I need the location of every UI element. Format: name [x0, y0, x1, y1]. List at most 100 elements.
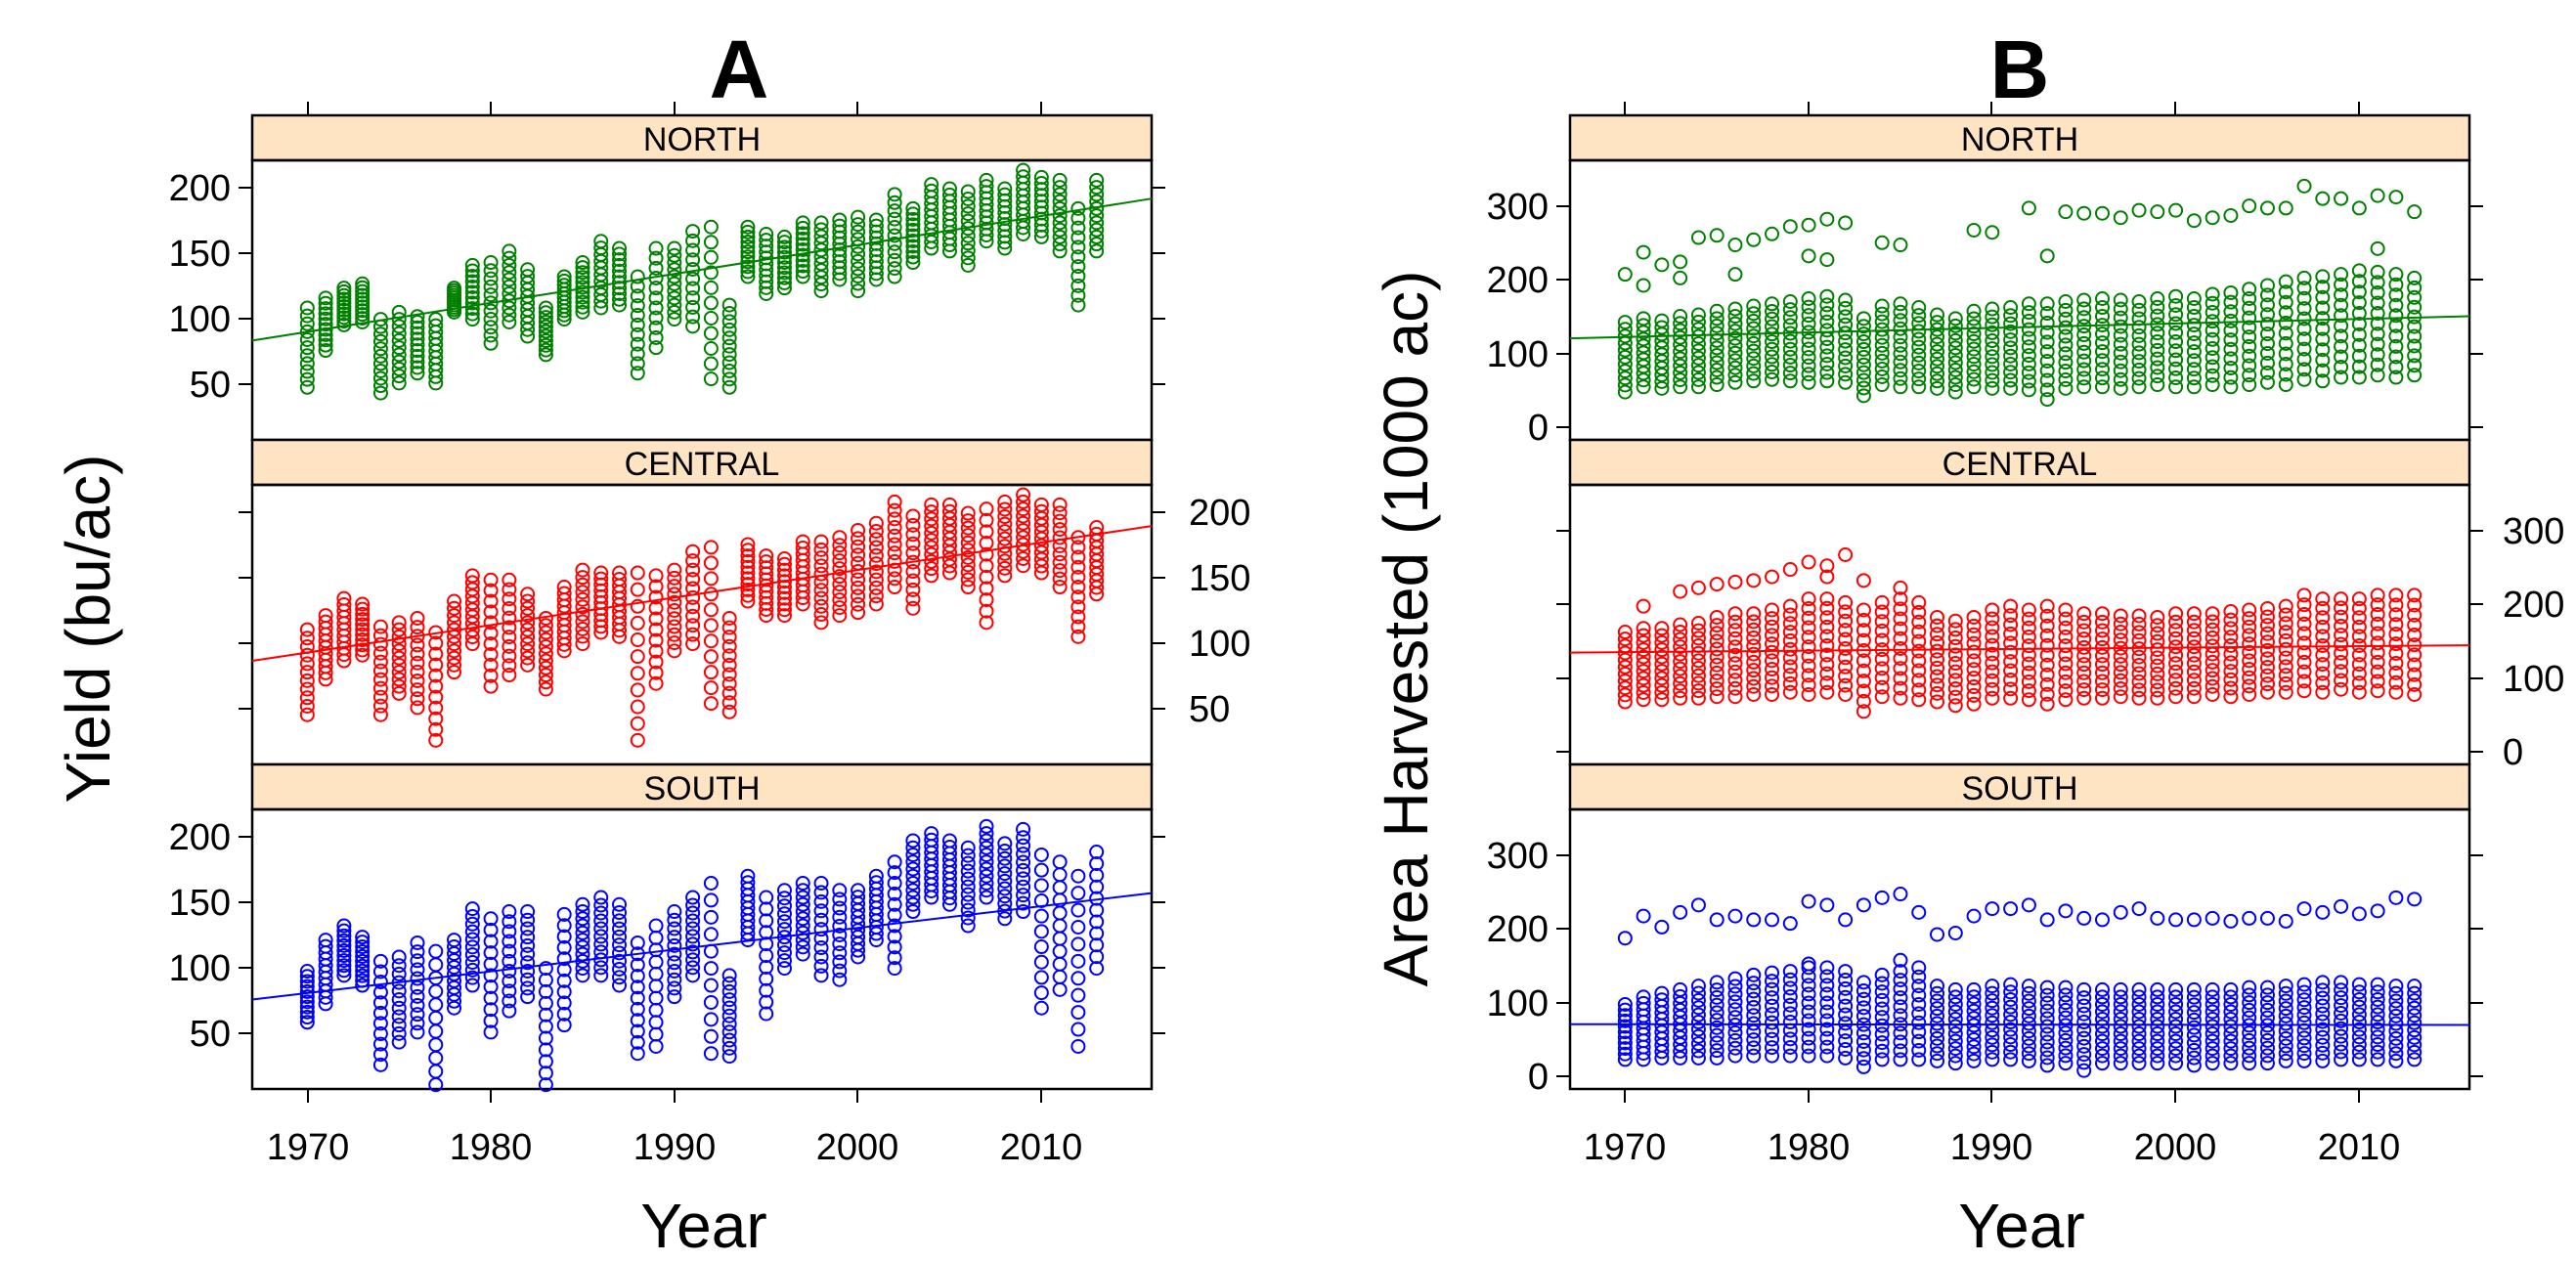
panel-a-south-point — [593, 952, 609, 968]
panel-a-central-point — [410, 700, 425, 716]
panel-b-central-point — [1636, 634, 1651, 650]
panel-a-central-point — [410, 664, 425, 679]
panel-a-north-point — [410, 360, 425, 375]
panel-b-north-point — [1709, 347, 1725, 363]
panel-b-north-point — [2296, 301, 2312, 317]
panel-b-central-point — [2021, 638, 2036, 654]
panel-b-south-point — [1838, 1024, 1854, 1040]
panel-a-north-point — [759, 233, 774, 248]
panel-b-north-point — [1856, 357, 1871, 372]
panel-a-north-point — [372, 363, 388, 378]
panel-a-south-point — [428, 1037, 444, 1053]
panel-a-central-point — [667, 611, 682, 627]
panel-b-south-point — [1765, 1040, 1780, 1056]
panel-a-central-point — [997, 494, 1013, 509]
panel-a-central-point — [410, 646, 425, 662]
panel-b-central-point — [1893, 690, 1908, 706]
panel-a-south-point — [428, 1010, 444, 1025]
panel-b-central-point — [2076, 682, 2092, 698]
panel-a-central-point — [1070, 549, 1086, 565]
panel-a-north-point — [851, 239, 866, 254]
panel-a-central-point — [667, 619, 682, 634]
panel-b-north-point — [1819, 356, 1835, 371]
panel-a-central-point — [887, 537, 902, 552]
panel-b-central-point — [1966, 609, 1982, 625]
panel-b-north-point — [1856, 380, 1871, 396]
panel-b-central-point — [1654, 656, 1670, 672]
panel-b-south-frame — [1568, 807, 2471, 1091]
panel-b-north-point — [1746, 351, 1762, 367]
panel-a-north-point — [355, 307, 371, 323]
panel-b-south-point — [1746, 999, 1762, 1015]
panel-b-north-point — [1617, 364, 1633, 379]
panel-b-north-point — [1819, 297, 1835, 313]
panel-b-central-point — [2351, 600, 2367, 616]
panel-a-central-point — [648, 654, 664, 670]
panel-a-central-point — [905, 591, 921, 607]
panel-a-central-point — [372, 636, 388, 652]
panel-b-north-point — [1874, 322, 1890, 337]
panel-b-north-point — [1746, 373, 1762, 389]
panel-a-central-point — [428, 711, 444, 726]
panel-b-central-point — [2259, 600, 2275, 616]
panel-b-south-point — [1782, 964, 1798, 979]
panel-b-south-point — [1617, 1008, 1633, 1023]
panel-a-south-point — [575, 946, 590, 962]
panel-a-north-point — [721, 297, 737, 313]
panel-a-north-point — [464, 306, 480, 322]
panel-b-central-point — [2296, 606, 2312, 622]
panel-b-north-point — [2296, 281, 2312, 296]
panel-b-central-point — [1782, 598, 1798, 614]
panel-a-south-point — [1089, 879, 1105, 894]
panel-a-north-point — [502, 315, 517, 330]
panel-b-central-point — [2223, 621, 2239, 636]
panel-a-north-point — [483, 335, 499, 351]
panel-a-south-point — [538, 1030, 553, 1046]
panel-b-north-point — [1911, 316, 1927, 331]
panel-b-north-point — [2407, 289, 2423, 305]
panel-b-north-point — [2168, 343, 2184, 359]
panel-b-south-point — [2131, 989, 2147, 1005]
panel-b-north-point — [2021, 382, 2036, 398]
panel-a-central-point — [1070, 559, 1086, 575]
panel-b-north-point — [1636, 318, 1651, 333]
panel-b-north-point — [2003, 348, 2019, 364]
panel-a-north-point — [1052, 243, 1068, 259]
panel-a-south-point — [776, 891, 792, 906]
panel-b-south-point — [2003, 1022, 2019, 1037]
panel-a-south-point — [648, 954, 664, 970]
panel-b-central-point — [1856, 612, 1871, 628]
panel-b-north-point — [1819, 348, 1835, 364]
panel-b-central-point — [2021, 692, 2036, 708]
panel-b-central-point — [2113, 680, 2128, 696]
panel-a-central-point — [648, 632, 664, 648]
panel-a-south-point — [391, 1009, 407, 1024]
panel-b-central-point — [2058, 674, 2074, 689]
panel-b-north-point — [2296, 341, 2312, 357]
panel-b-south-point — [2168, 1041, 2184, 1057]
panel-b-south-point — [2259, 979, 2275, 995]
panel-b-north-point — [1801, 308, 1816, 324]
panel-b-south-point — [2058, 987, 2074, 1003]
panel-b-north-point — [1985, 325, 2000, 340]
panel-b-y-axis-label: Area Harvested (1000 ac) — [1371, 271, 1441, 987]
panel-b-south-point — [1893, 1017, 1908, 1032]
panel-a-north-point — [502, 265, 517, 281]
panel-a-central-point — [410, 637, 425, 653]
panel-a-south-point — [997, 881, 1013, 896]
panel-a-south-point — [905, 875, 921, 891]
panel-b-south-point — [2039, 1026, 2055, 1042]
panel-a-north-point — [556, 273, 572, 288]
panel-a-south-point — [612, 978, 628, 993]
panel-b-north-point — [2351, 263, 2367, 279]
panel-b-north-point — [2058, 346, 2074, 362]
panel-a-north-point — [372, 348, 388, 364]
panel-b-central-point — [1636, 684, 1651, 700]
panel-b-north-point — [2334, 318, 2349, 333]
panel-b-central-point — [2407, 687, 2423, 702]
panel-b-central-point — [1782, 607, 1798, 623]
panel-a-central-point — [1052, 513, 1068, 529]
panel-b-south-point — [2094, 1041, 2110, 1057]
panel-a-central-point — [703, 633, 719, 649]
panel-b-central-point — [1985, 655, 2000, 671]
